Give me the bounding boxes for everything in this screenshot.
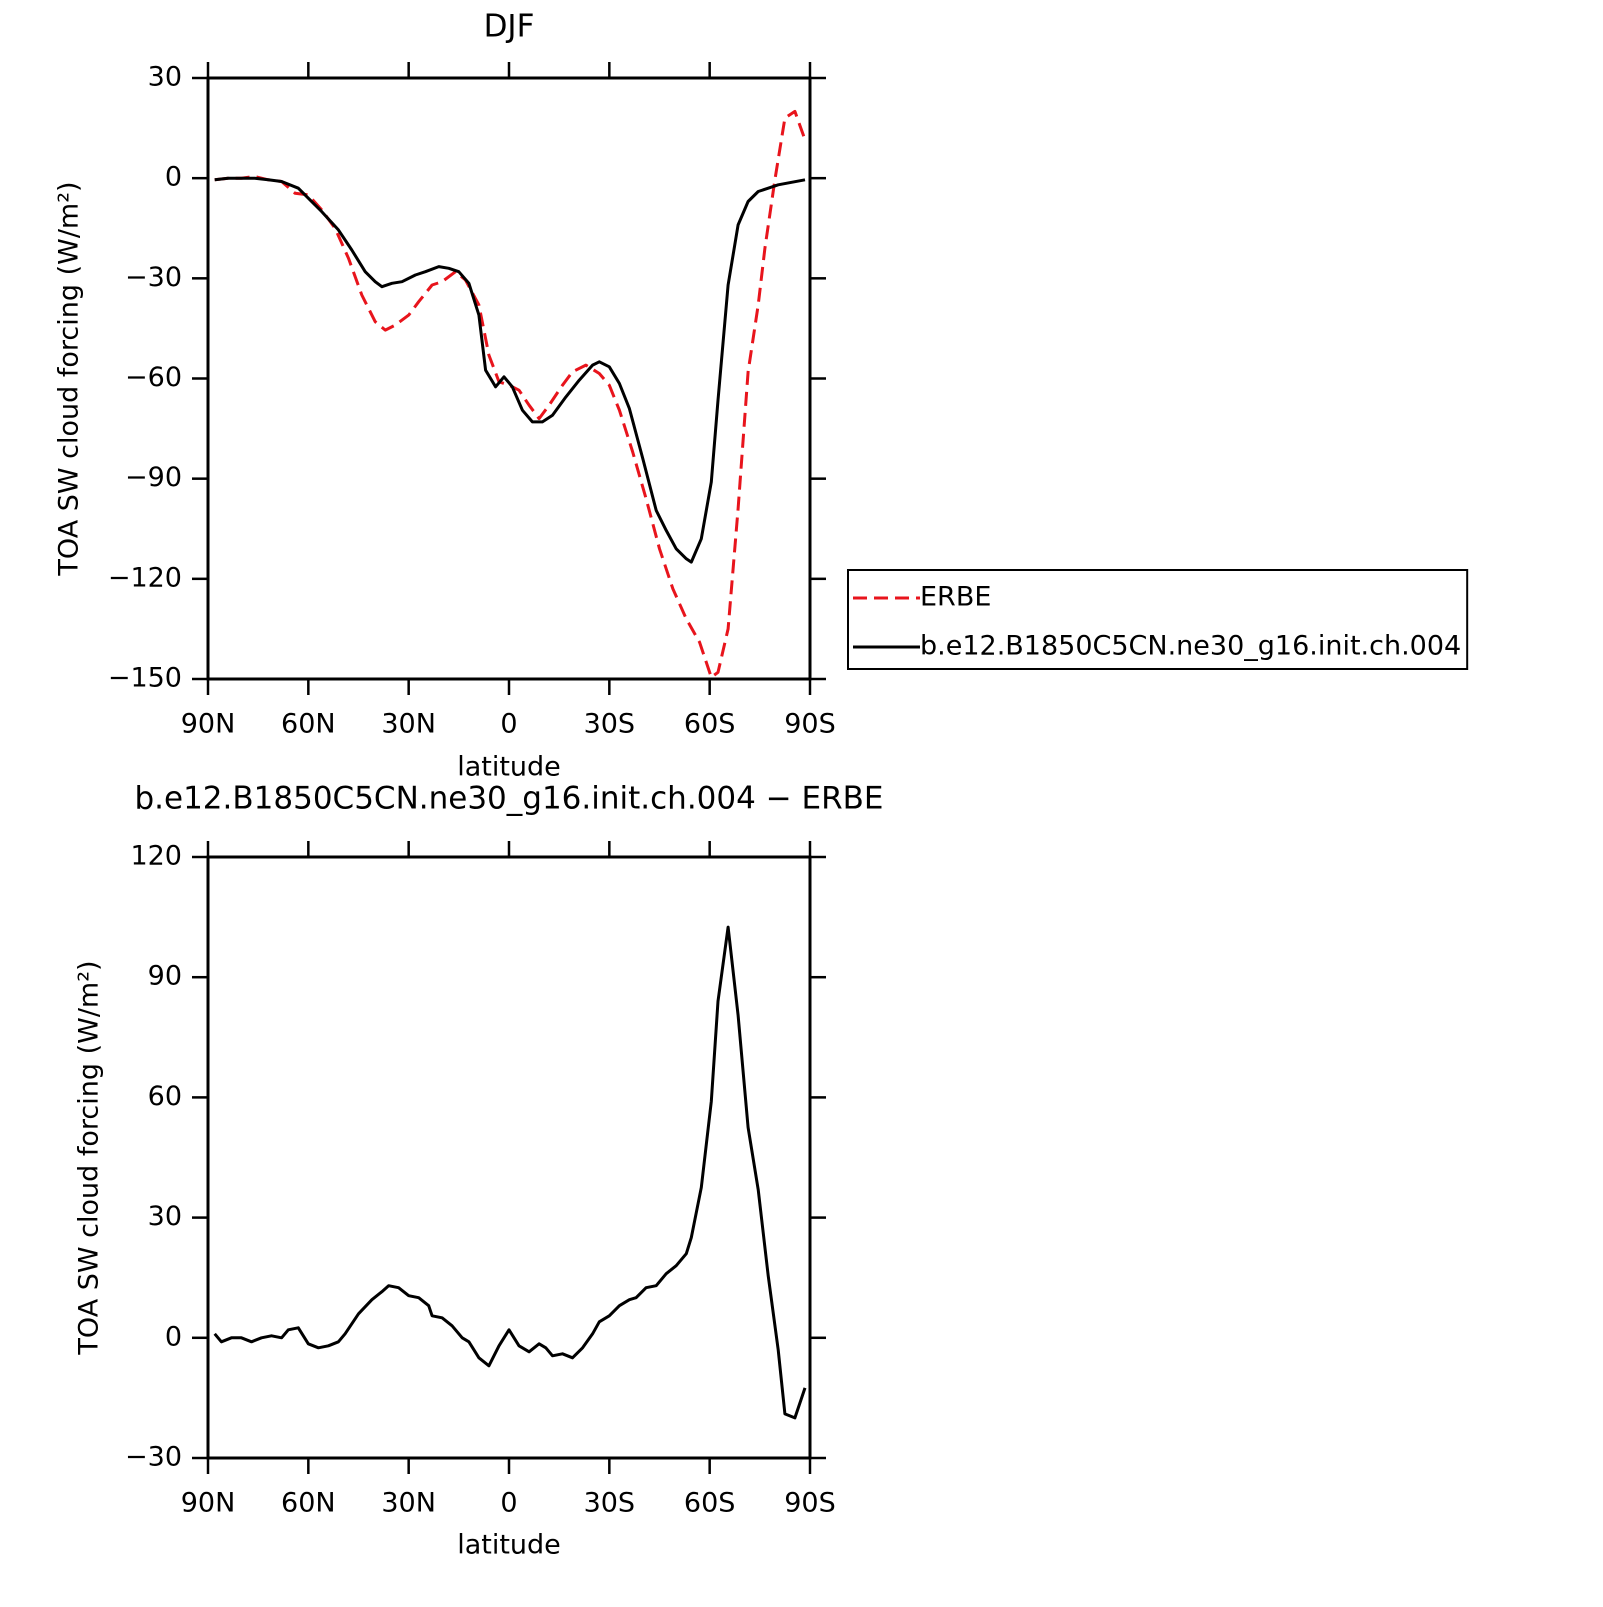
x-tick-label: 0 bbox=[500, 1488, 517, 1519]
y-tick-label: −30 bbox=[125, 1442, 182, 1473]
y-tick-label: 30 bbox=[148, 62, 182, 93]
y-tick-label: 0 bbox=[165, 162, 182, 193]
y-tick-label: −30 bbox=[125, 262, 182, 293]
y-tick-label: 30 bbox=[148, 1201, 182, 1232]
y-tick-label: 120 bbox=[130, 841, 182, 872]
x-tick-label: 30N bbox=[381, 709, 436, 740]
y-tick-label: −60 bbox=[125, 362, 182, 393]
x-tick-label: 60N bbox=[281, 709, 336, 740]
y-tick-label: −90 bbox=[125, 462, 182, 493]
data-line bbox=[214, 176, 806, 564]
y-axis-label: TOA SW cloud forcing (W/m²) bbox=[54, 181, 85, 576]
chart-title: DJF bbox=[484, 9, 535, 45]
y-tick-label: 0 bbox=[165, 1321, 182, 1352]
y-tick-label: −120 bbox=[108, 562, 182, 593]
y-tick-label: 90 bbox=[148, 961, 182, 992]
x-tick-label: 90S bbox=[784, 709, 836, 740]
y-axis-label: TOA SW cloud forcing (W/m²) bbox=[74, 960, 105, 1355]
legend-box bbox=[847, 569, 1469, 670]
x-tick-label: 60N bbox=[281, 1488, 336, 1519]
x-tick-label: 90S bbox=[784, 1488, 836, 1519]
x-tick-label: 30S bbox=[584, 709, 636, 740]
x-axis-label: latitude bbox=[457, 1530, 561, 1561]
legend-label: ERBE bbox=[920, 582, 991, 613]
chart-title: b.e12.B1850C5CN.ne30_g16.init.ch.004 − E… bbox=[134, 781, 883, 817]
x-tick-label: 30N bbox=[381, 1488, 436, 1519]
x-tick-label: 60S bbox=[684, 1488, 736, 1519]
legend-label: b.e12.B1850C5CN.ne30_g16.init.ch.004 bbox=[920, 631, 1461, 662]
y-tick-label: 60 bbox=[148, 1081, 182, 1112]
x-tick-label: 0 bbox=[500, 709, 517, 740]
y-tick-label: −150 bbox=[108, 663, 182, 694]
plot-frame bbox=[206, 855, 812, 1460]
x-tick-label: 30S bbox=[584, 1488, 636, 1519]
x-tick-label: 90N bbox=[181, 1488, 236, 1519]
x-tick-label: 90N bbox=[181, 709, 236, 740]
data-line bbox=[214, 109, 807, 679]
x-axis-label: latitude bbox=[457, 752, 561, 783]
x-tick-label: 60S bbox=[684, 709, 736, 740]
data-line bbox=[213, 925, 807, 1420]
